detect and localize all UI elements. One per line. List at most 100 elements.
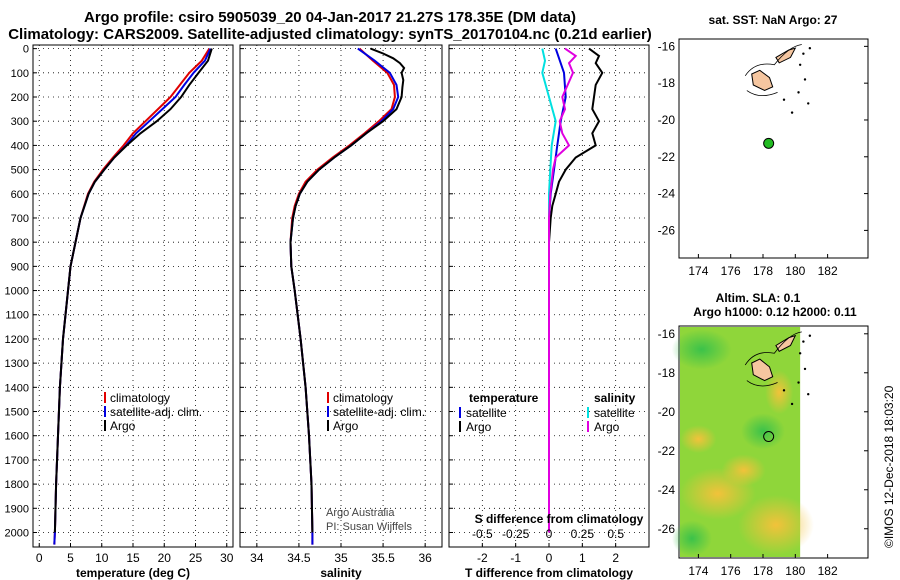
difference-xtick-label: -2: [477, 551, 488, 565]
sla-anomaly-patch: [737, 494, 814, 555]
sla-anomaly-patch: [721, 454, 766, 487]
depth-tick-label: 300: [11, 116, 29, 128]
depth-tick-label: 200: [11, 92, 29, 104]
lon-tick-label: 174: [688, 264, 708, 278]
lon-tick-label: 180: [785, 264, 805, 278]
reef-outline: [746, 380, 778, 387]
small-island: [807, 102, 810, 105]
reef-outline: [744, 331, 802, 366]
sla-low-patch: [671, 329, 732, 370]
legend-label: Argo: [594, 420, 620, 434]
salinity-series-argo: [289, 47, 406, 533]
reef-outline: [746, 90, 778, 96]
lat-tick-label: -24: [658, 483, 676, 497]
small-island: [808, 47, 812, 50]
small-island: [782, 389, 786, 392]
institution-annotation: Argo Australia: [326, 507, 395, 519]
lat-tick-label: -16: [658, 327, 676, 341]
small-island: [798, 63, 802, 66]
small-island: [802, 52, 805, 55]
island-landmass: [751, 69, 774, 92]
temperature-xtick-label: 15: [126, 551, 140, 565]
small-island: [790, 402, 794, 406]
difference-panel: -2 -1 0 1 2T difference from climatology temp…: [448, 44, 650, 580]
small-island: [782, 98, 786, 101]
lat-tick-label: -18: [658, 366, 676, 380]
depth-tick-label: 1700: [5, 455, 29, 467]
altimetry-map-subtitle: Argo h1000: 0.12 h2000: 0.11: [693, 305, 857, 319]
legend-label: satellite-adj. clim.: [110, 405, 202, 419]
depth-tick-label: 1800: [5, 479, 29, 491]
float-position-marker: [763, 431, 775, 443]
lon-tick-label: 180: [785, 564, 805, 578]
depth-tick-label: 1300: [5, 358, 29, 370]
small-island: [802, 340, 805, 343]
altimetry-map-title: Altim. SLA: 0.1: [716, 291, 801, 305]
lat-tick-label: -18: [658, 76, 676, 90]
small-island: [790, 111, 794, 114]
sla-anomaly-patch: [765, 370, 794, 415]
temperature-xtick-label: 5: [67, 551, 74, 565]
sla-low-patch: [741, 413, 785, 450]
salinity-xtick-label: 35: [334, 551, 348, 565]
depth-tick-label: 900: [11, 261, 29, 273]
plot-title-line1: Argo profile: csiro 5905039_20 04-Jan-20…: [84, 9, 576, 26]
salinity-panel: 34 34.5 35 35.5 36 salinity climatologysatelli…: [239, 44, 443, 580]
difference-series-s-argo: [548, 47, 578, 533]
temperature-xtick-label: 25: [189, 551, 203, 565]
legend-label: satellite: [466, 406, 507, 420]
salinity-xtick-label: 36: [418, 551, 432, 565]
sst-map-frame: [678, 38, 869, 259]
sla-low-patch: [671, 520, 712, 557]
sst-map-title: sat. SST: NaN Argo: 27: [709, 13, 838, 27]
legend-label: climatology: [110, 391, 170, 405]
temperature-xtick-label: 10: [95, 551, 109, 565]
depth-tick-label: 800: [11, 237, 29, 249]
salinity-xtick-label: 35.5: [371, 551, 395, 565]
small-island: [798, 352, 802, 355]
small-island: [803, 78, 807, 81]
lat-tick-label: -20: [658, 113, 676, 127]
lat-tick-label: -26: [658, 522, 676, 536]
small-island: [797, 91, 800, 94]
island-landmass: [751, 358, 774, 382]
lon-tick-label: 176: [721, 264, 741, 278]
legend-label: satellite-adj. clim.: [333, 405, 425, 419]
lon-tick-label: 176: [721, 564, 741, 578]
legend-salinity-title: salinity: [594, 391, 636, 405]
small-island: [797, 381, 800, 384]
difference-xtick-label: 1: [579, 551, 586, 565]
lat-tick-label: -26: [658, 223, 676, 237]
plot-title-line2: Climatology: CARS2009. Satellite-adjuste…: [8, 26, 652, 43]
temperature-panel: 0 5 10 15 20 25 300100200300400500600700800900…: [5, 44, 234, 580]
lon-tick-label: 178: [753, 564, 773, 578]
island-landmass: [775, 47, 797, 64]
temperature-xtick-label: 30: [220, 551, 234, 565]
depth-tick-label: 500: [11, 165, 29, 177]
reef-outline: [744, 44, 802, 77]
altimetry-map: 174 176 178 180 182 -16 -18 -20 -22 -24 -26 Altim. …: [658, 291, 869, 578]
difference-x2label: S difference from climatology: [475, 512, 644, 526]
island-landmass: [775, 334, 797, 352]
depth-tick-label: 700: [11, 213, 29, 225]
small-island: [803, 367, 807, 371]
depth-tick-label: 2000: [5, 527, 29, 539]
legend-label: Argo: [466, 420, 492, 434]
lat-tick-label: -22: [658, 444, 676, 458]
lat-tick-label: -16: [658, 39, 676, 53]
depth-tick-label: 100: [11, 68, 29, 80]
depth-tick-label: 1000: [5, 286, 29, 298]
institution-annotation: PI: Susan Wijffels: [326, 521, 412, 533]
legend-label: satellite: [594, 406, 635, 420]
temperature-xtick-label: 0: [36, 551, 43, 565]
depth-tick-label: 1500: [5, 407, 29, 419]
depth-tick-label: 1600: [5, 431, 29, 443]
small-island: [807, 393, 810, 396]
legend-label: Argo: [110, 419, 136, 433]
lon-tick-label: 182: [818, 564, 838, 578]
difference-xtick-label: 0: [546, 551, 553, 565]
difference-xtick-label: -1: [510, 551, 521, 565]
salinity-xtick-label: 34: [250, 551, 264, 565]
lon-tick-label: 174: [688, 564, 708, 578]
